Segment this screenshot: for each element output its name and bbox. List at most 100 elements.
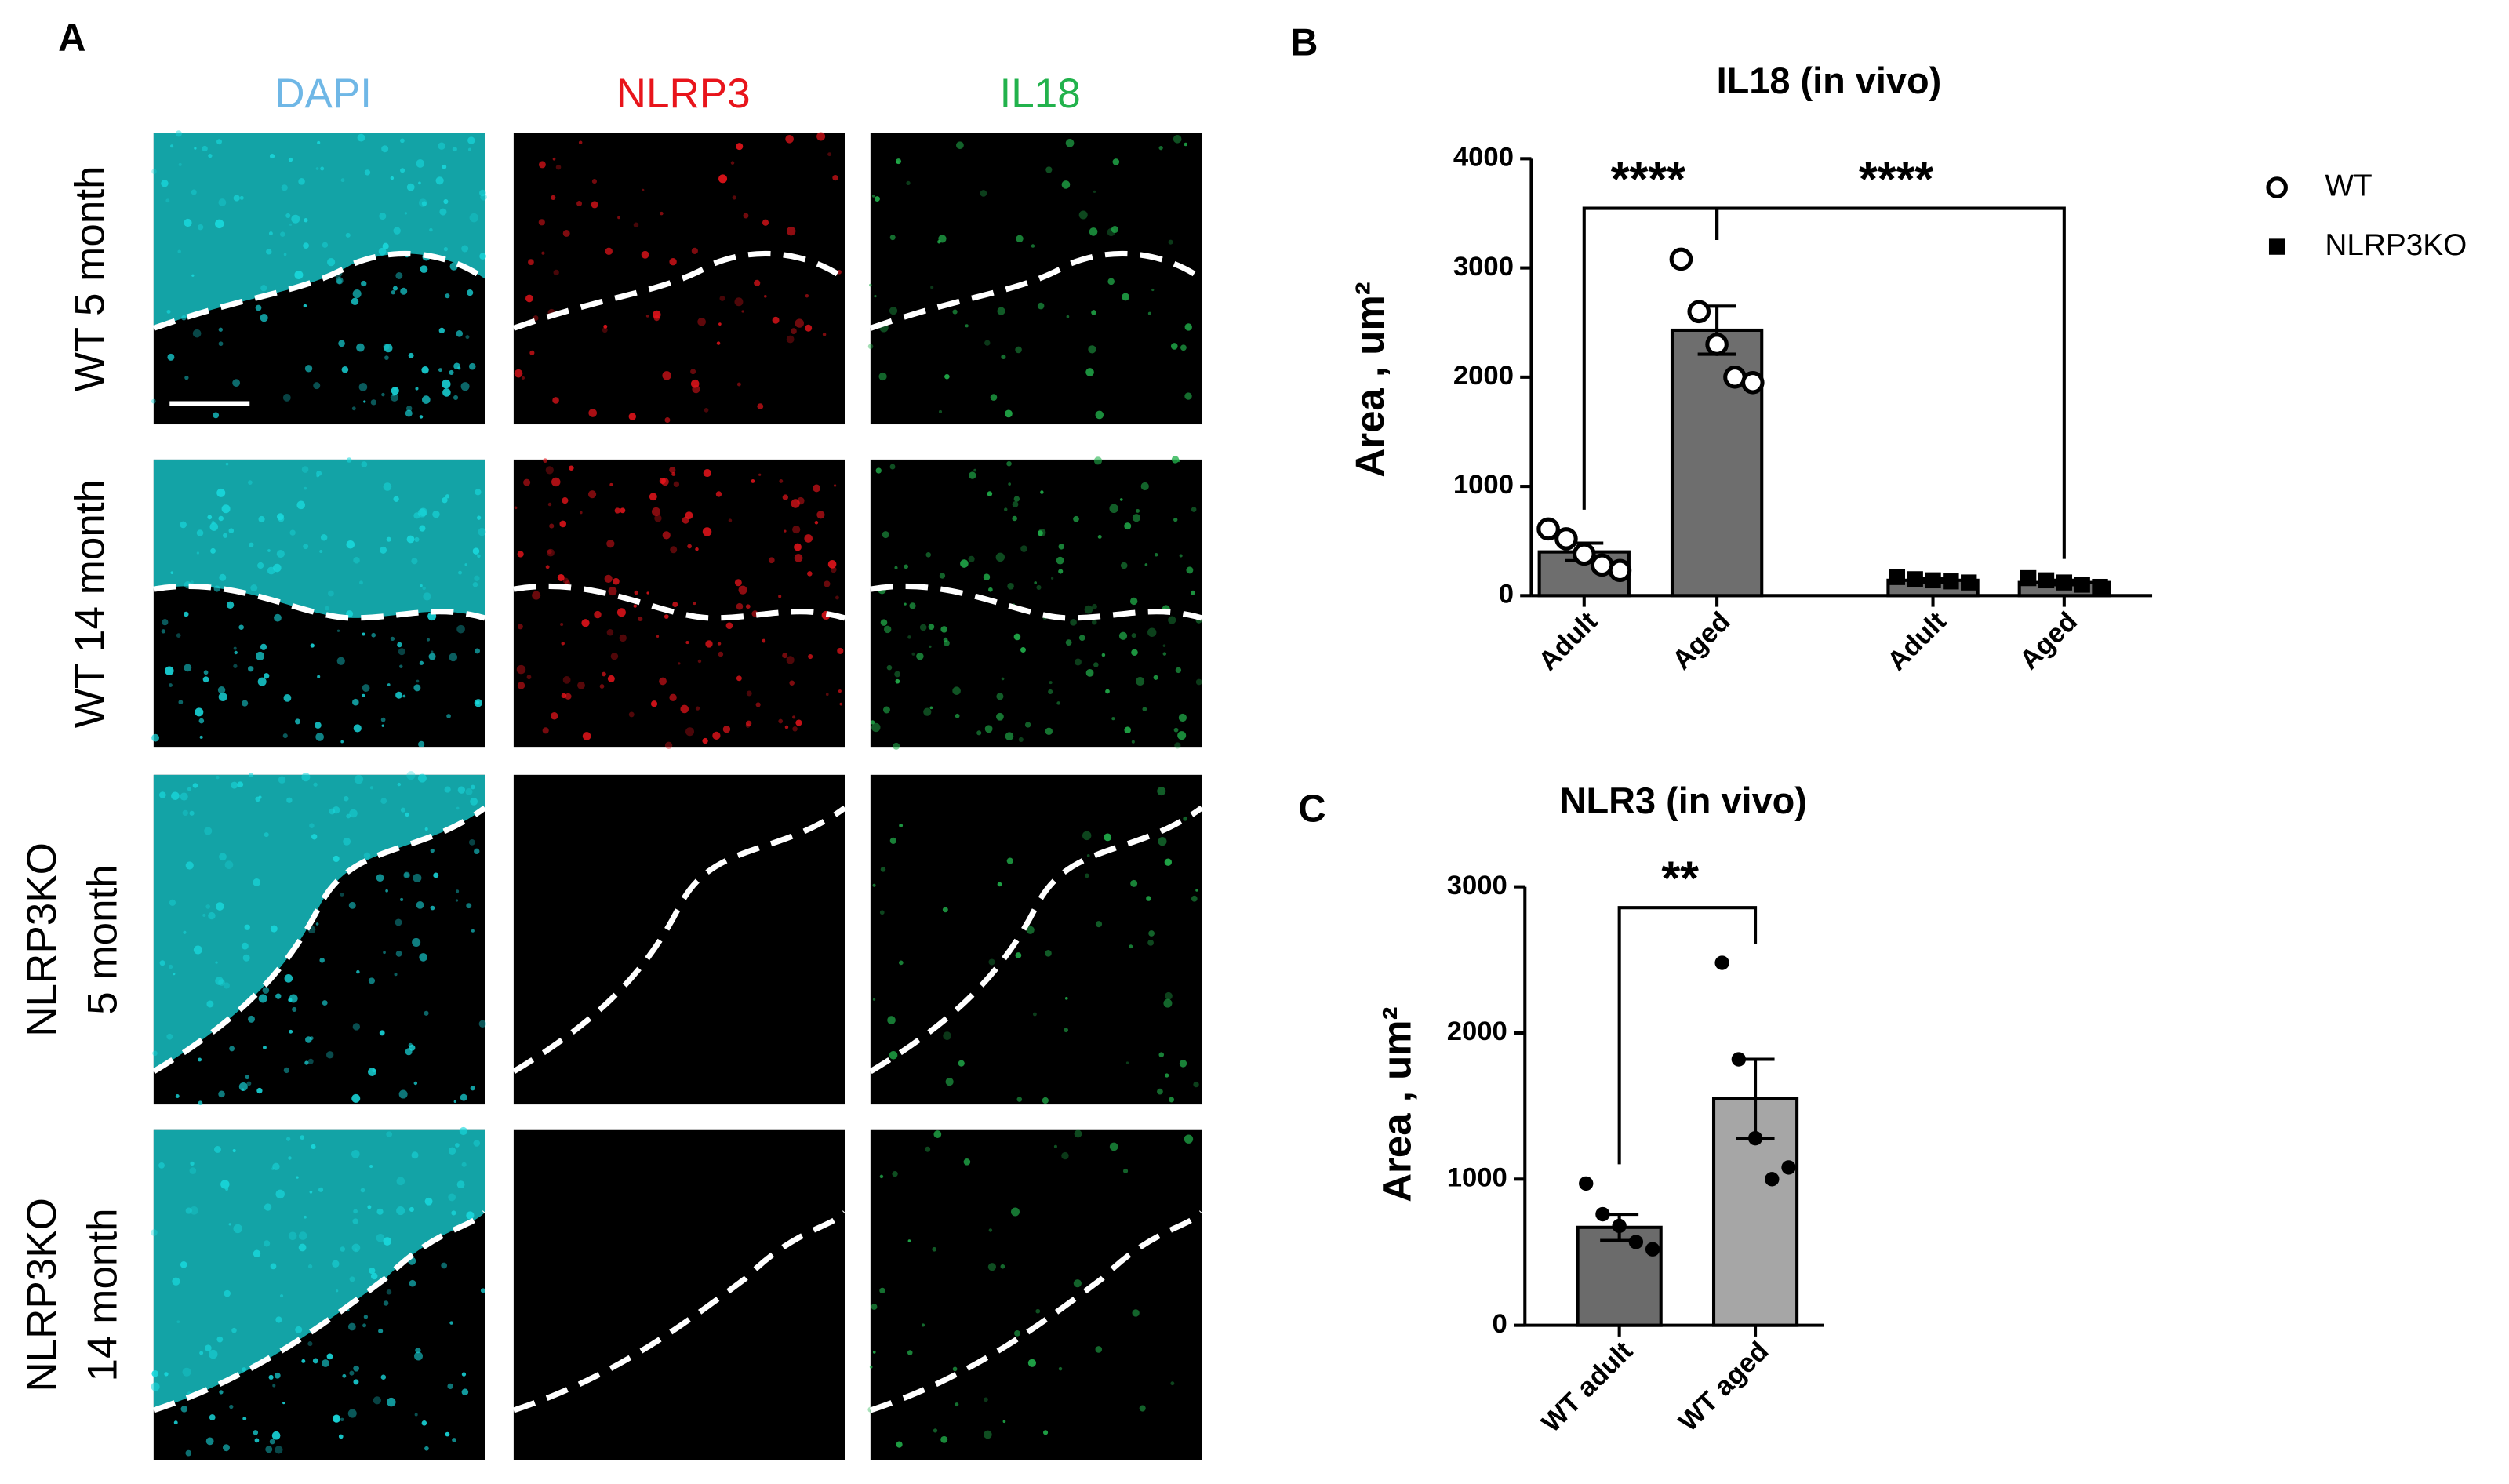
signal — [393, 227, 401, 235]
signal — [218, 327, 223, 332]
row-label: NLRP3KO — [19, 842, 65, 1037]
signal — [442, 379, 451, 389]
signal — [349, 1370, 355, 1376]
signal — [517, 551, 524, 558]
signal — [827, 560, 837, 569]
signal — [1082, 831, 1092, 841]
signal — [617, 216, 620, 220]
signal — [1032, 1012, 1037, 1017]
signal — [1105, 689, 1110, 694]
signal — [560, 623, 564, 627]
signal — [751, 479, 755, 483]
signal — [839, 702, 843, 706]
signal — [304, 218, 308, 223]
signal — [649, 493, 657, 501]
signal — [397, 782, 402, 787]
signal — [705, 640, 713, 648]
signal — [282, 394, 291, 402]
signal — [1095, 410, 1104, 420]
boundary-line — [152, 250, 487, 331]
signal — [285, 213, 291, 219]
signal — [399, 664, 403, 668]
signal — [470, 1086, 475, 1091]
signal — [213, 412, 220, 419]
signal — [405, 1048, 413, 1056]
signal — [561, 642, 565, 646]
signal — [219, 1390, 224, 1395]
signal — [718, 174, 728, 184]
signal — [541, 251, 545, 255]
signal — [547, 548, 555, 557]
signal — [264, 673, 270, 679]
chart-title: IL18 (in vivo) — [1717, 60, 1942, 101]
data-point — [1554, 527, 1578, 551]
signal — [336, 1289, 339, 1293]
signal — [340, 178, 345, 183]
signal — [955, 713, 960, 718]
signal — [695, 547, 699, 551]
signal — [1065, 639, 1072, 646]
signal — [1091, 310, 1096, 315]
signal — [984, 1430, 992, 1439]
signal — [717, 642, 722, 646]
signal — [455, 1143, 460, 1148]
signal — [880, 867, 886, 872]
signal — [960, 559, 969, 568]
signal — [745, 720, 752, 727]
signal — [233, 664, 238, 668]
signal — [387, 1397, 396, 1407]
signal — [1040, 490, 1044, 494]
signal — [1042, 1430, 1049, 1435]
signal — [870, 720, 875, 725]
signal — [304, 365, 313, 373]
signal — [581, 619, 590, 627]
signal — [420, 265, 428, 274]
signal — [1095, 1346, 1103, 1353]
x-tick-label: Aged — [2014, 606, 2083, 675]
x-tick-label: WT adult — [1536, 1336, 1639, 1439]
signal — [173, 972, 176, 976]
signal — [1171, 456, 1180, 464]
signal — [719, 295, 725, 301]
signal — [552, 157, 556, 161]
signal — [167, 353, 175, 361]
signal — [889, 1050, 898, 1060]
signal — [1035, 1308, 1041, 1314]
signal — [210, 547, 216, 554]
signal — [205, 1344, 212, 1351]
signal — [976, 730, 982, 736]
signal — [1015, 346, 1022, 354]
signal — [551, 712, 558, 720]
data-point — [1747, 1130, 1763, 1146]
signal — [381, 392, 385, 397]
signal — [697, 317, 706, 326]
signal — [185, 1207, 192, 1214]
signal — [400, 138, 405, 144]
signal — [1179, 1060, 1187, 1068]
signal — [288, 1231, 297, 1241]
signal — [1058, 569, 1064, 574]
signal — [438, 368, 442, 373]
signal — [169, 683, 173, 688]
signal — [1186, 566, 1194, 574]
signal — [716, 341, 721, 345]
signal — [274, 1372, 281, 1379]
signal — [894, 566, 898, 569]
signal — [445, 1431, 450, 1437]
signal — [1097, 535, 1102, 539]
signal — [298, 178, 305, 185]
signal — [216, 488, 226, 497]
signal — [725, 622, 733, 629]
micrographs — [151, 130, 1204, 1460]
signal — [1184, 392, 1192, 400]
signal — [460, 1093, 467, 1101]
signal — [180, 521, 187, 529]
signal — [1191, 590, 1195, 595]
signal — [610, 652, 619, 660]
signal — [326, 1353, 333, 1360]
signal — [398, 1089, 408, 1099]
signal — [471, 929, 475, 933]
signal — [517, 682, 525, 689]
signal — [177, 249, 181, 253]
signal — [1026, 926, 1035, 934]
